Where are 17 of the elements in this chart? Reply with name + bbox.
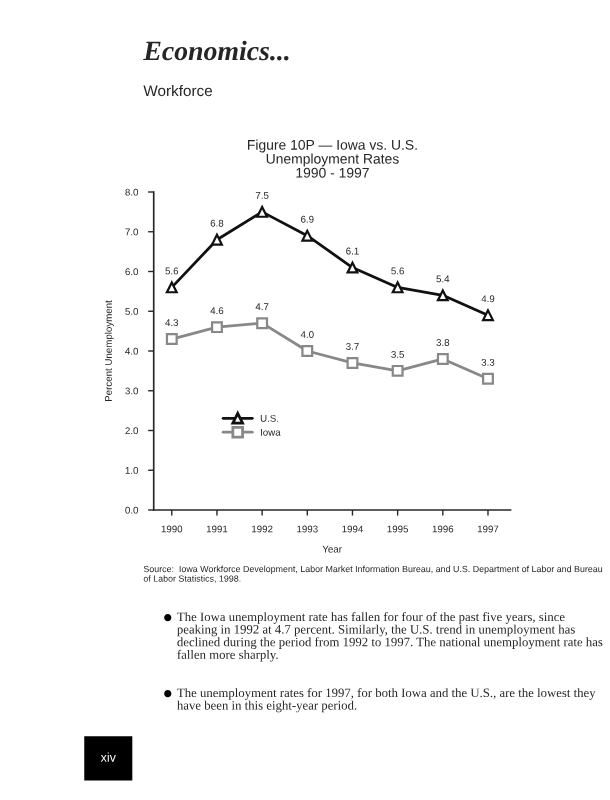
point	[165, 281, 178, 294]
point	[301, 345, 314, 357]
point	[482, 309, 494, 322]
point	[391, 281, 404, 294]
point	[256, 317, 269, 330]
point	[346, 356, 359, 369]
point	[210, 233, 223, 246]
point	[301, 229, 314, 242]
point	[391, 364, 404, 377]
point	[436, 352, 449, 365]
point	[165, 333, 178, 346]
point	[256, 205, 269, 218]
point	[346, 261, 359, 274]
text: Economics...	[143, 40, 289, 61]
point	[210, 321, 223, 334]
point	[482, 372, 494, 385]
point	[436, 289, 449, 302]
